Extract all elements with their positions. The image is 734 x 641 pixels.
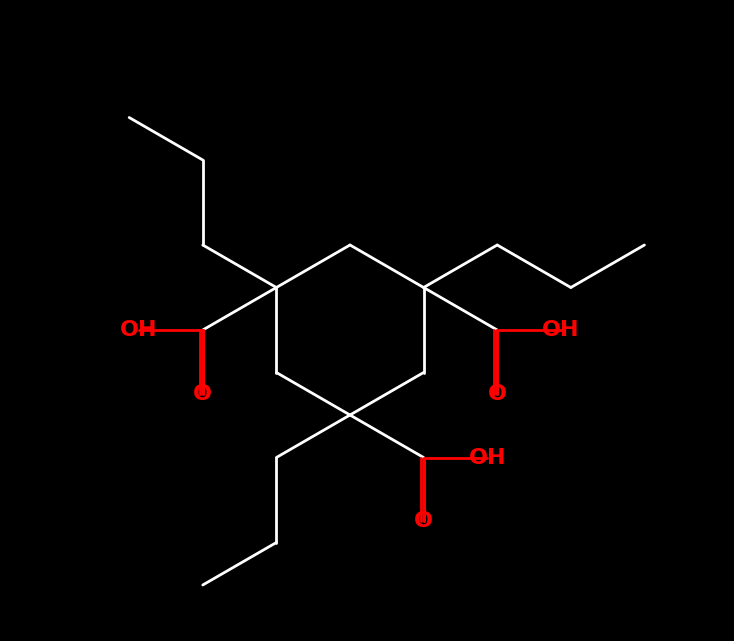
Text: OH: OH (120, 320, 158, 340)
Text: O: O (193, 384, 212, 404)
Text: O: O (487, 384, 506, 404)
Text: OH: OH (542, 320, 580, 340)
Text: O: O (414, 512, 433, 531)
Text: OH: OH (468, 447, 506, 467)
